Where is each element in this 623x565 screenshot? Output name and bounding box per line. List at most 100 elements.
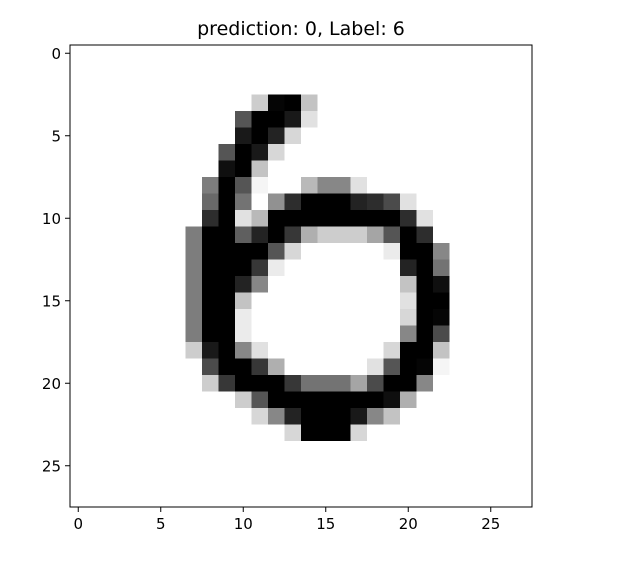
pixel-cell [515, 78, 533, 95]
pixel-cell [416, 358, 434, 376]
pixel-cell [416, 144, 434, 161]
pixel-cell [70, 441, 87, 458]
pixel-cell [350, 45, 368, 62]
pixel-cell [367, 243, 384, 260]
pixel-cell [466, 160, 483, 178]
pixel-cell [515, 94, 533, 112]
pixel-cell [152, 193, 170, 211]
pixel-cell [317, 177, 335, 194]
pixel-cell [482, 457, 500, 475]
pixel-cell [367, 342, 384, 359]
pixel-cell [86, 292, 104, 310]
pixel-cell [400, 358, 417, 376]
pixel-cell [499, 441, 516, 458]
pixel-cell [433, 441, 450, 458]
pixel-cell [449, 309, 467, 326]
pixel-cell [152, 375, 170, 392]
pixel-cell [383, 226, 401, 244]
pixel-cell [218, 292, 236, 310]
pixel-cell [169, 408, 186, 425]
pixel-cell [416, 61, 434, 79]
pixel-cell [119, 160, 137, 178]
pixel-cell [86, 309, 104, 326]
pixel-cell [235, 342, 252, 359]
pixel-cell [301, 226, 318, 244]
pixel-cell [169, 127, 186, 145]
y-tick-label: 5 [51, 127, 61, 145]
pixel-cell [317, 61, 335, 79]
pixel-cell [515, 309, 533, 326]
pixel-cell [416, 111, 434, 128]
pixel-cell [515, 292, 533, 310]
x-tick-label: 25 [481, 515, 500, 533]
pixel-cell [284, 424, 302, 442]
pixel-cell [334, 325, 351, 343]
pixel-cell [119, 474, 137, 491]
pixel-cell [350, 226, 368, 244]
pixel-cell [202, 325, 219, 343]
pixel-cell [416, 193, 434, 211]
pixel-cell [482, 309, 500, 326]
pixel-cell [482, 177, 500, 194]
pixel-cell [169, 259, 186, 277]
pixel-cell [103, 127, 120, 145]
pixel-cell [119, 226, 137, 244]
pixel-cell [103, 474, 120, 491]
pixel-cell [466, 358, 483, 376]
pixel-cell [103, 61, 120, 79]
pixel-cell [185, 78, 203, 95]
pixel-cell [268, 474, 285, 491]
pixel-cell [169, 78, 186, 95]
pixel-cell [433, 78, 450, 95]
pixel-cell [367, 193, 384, 211]
pixel-cell [235, 144, 252, 161]
pixel-cell [317, 325, 335, 343]
pixel-cell [350, 358, 368, 376]
pixel-cell [400, 193, 417, 211]
pixel-cell [400, 276, 417, 293]
pixel-cell [119, 127, 137, 145]
pixel-cell [499, 358, 516, 376]
pixel-cell [202, 490, 219, 508]
pixel-cell [86, 210, 104, 227]
pixel-cell [119, 276, 137, 293]
pixel-cell [416, 45, 434, 62]
pixel-cell [301, 78, 318, 95]
pixel-cell [466, 490, 483, 508]
pixel-cell [202, 391, 219, 409]
pixel-cell [449, 424, 467, 442]
pixel-cell [433, 144, 450, 161]
pixel-cell [466, 325, 483, 343]
pixel-cell [103, 210, 120, 227]
pixel-cell [301, 375, 318, 392]
pixel-cell [235, 457, 252, 475]
pixel-cell [103, 375, 120, 392]
pixel-cell [251, 144, 269, 161]
pixel-cell [70, 61, 87, 79]
pixel-cell [152, 342, 170, 359]
pixel-cell [383, 375, 401, 392]
pixel-cell [202, 177, 219, 194]
pixel-cell [383, 111, 401, 128]
pixel-cell [70, 177, 87, 194]
pixel-cell [400, 408, 417, 425]
pixel-cell [449, 391, 467, 409]
pixel-cell [367, 144, 384, 161]
pixel-cell [416, 160, 434, 178]
pixel-cell [416, 441, 434, 458]
pixel-cell [317, 457, 335, 475]
pixel-cell [103, 457, 120, 475]
pixel-cell [235, 276, 252, 293]
pixel-cell [482, 78, 500, 95]
pixel-cell [482, 490, 500, 508]
pixel-cell [499, 474, 516, 491]
chart-title: prediction: 0, Label: 6 [197, 18, 405, 40]
pixel-cell [400, 441, 417, 458]
pixel-cell [416, 78, 434, 95]
pixel-cell [383, 342, 401, 359]
pixel-cell [103, 144, 120, 161]
pixel-cell [499, 226, 516, 244]
pixel-cell [449, 210, 467, 227]
pixel-cell [367, 490, 384, 508]
